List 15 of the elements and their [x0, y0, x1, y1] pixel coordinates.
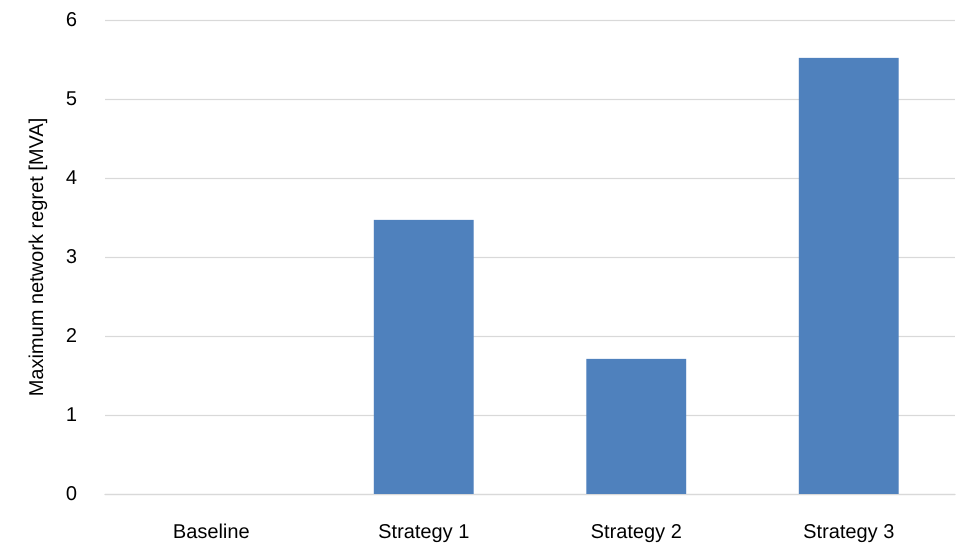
y-axis-title: Maximum network regret [MVA]	[26, 118, 48, 396]
y-tick-label: 6	[66, 9, 77, 31]
y-tick-label: 2	[66, 325, 77, 347]
x-tick-label: Baseline	[172, 521, 250, 543]
y-tick-label: 4	[66, 167, 77, 189]
bar	[798, 58, 899, 494]
x-tick-label: Strategy 2	[590, 521, 682, 543]
y-tick-label: 0	[66, 483, 77, 505]
y-tick-label: 3	[66, 246, 77, 268]
y-tick-label: 1	[66, 404, 77, 426]
x-tick-label: Strategy 1	[378, 521, 470, 543]
bar	[374, 220, 474, 494]
bar	[586, 358, 686, 494]
x-tick-label: Strategy 3	[803, 521, 894, 543]
y-tick-label: 5	[66, 88, 77, 110]
